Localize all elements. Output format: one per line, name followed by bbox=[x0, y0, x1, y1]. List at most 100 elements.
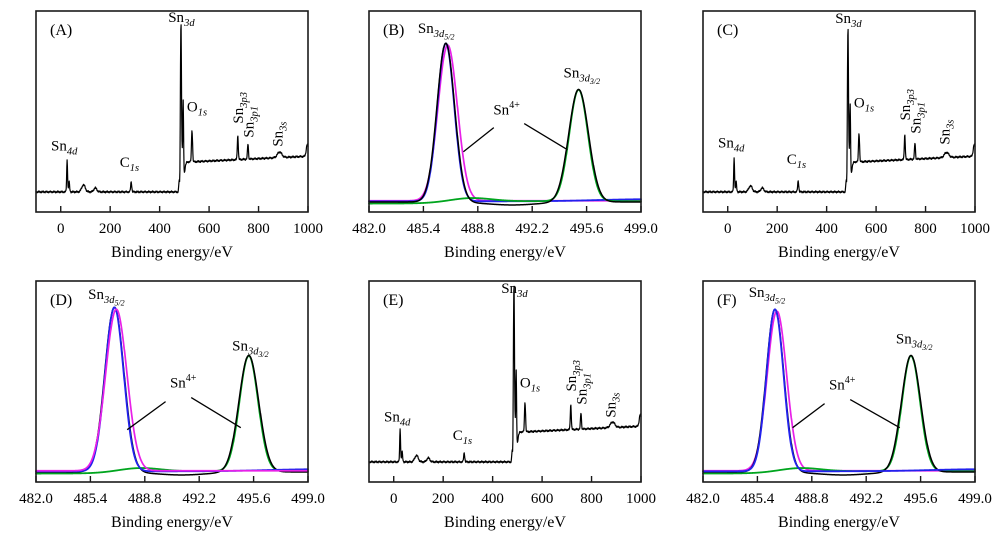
x-tick-label: 485.4 bbox=[740, 491, 774, 507]
x-tick-label: 495.6 bbox=[903, 491, 937, 507]
fit-curve-sn3d52-magenta bbox=[35, 308, 309, 472]
sn4plus-leader-line bbox=[849, 399, 900, 429]
xps-panel-a: 0 200 400 600 800 1000 Binding energy/eV (A) Sn4… bbox=[0, 0, 333, 270]
label-sn3p3: Sn3p3 bbox=[897, 89, 916, 121]
x-tick-label: 1000 bbox=[293, 221, 323, 237]
x-axis-label: Binding energy/eV bbox=[444, 244, 566, 261]
label-sn3d32: Sn3d3/2 bbox=[896, 331, 933, 352]
plot-border bbox=[701, 280, 976, 483]
x-axis-label: Binding energy/eV bbox=[111, 244, 233, 261]
xps-panel-d: 482.0 485.4 488.8 492.2 495.6 499.0 Binding en… bbox=[0, 270, 333, 540]
x-tick-label: 495.6 bbox=[570, 221, 604, 237]
x-tick-label: 482.0 bbox=[352, 221, 386, 237]
sn4plus-leader-line bbox=[524, 123, 569, 151]
label-sn3p3: Sn3p3 bbox=[564, 360, 583, 392]
fit-curve-sn3d52-blue bbox=[701, 308, 976, 473]
label-c1s: C1s bbox=[786, 152, 805, 171]
label-sn4plus: Sn4+ bbox=[494, 100, 521, 118]
x-tick-label: 200 bbox=[766, 221, 789, 237]
x-tick-label: 200 bbox=[99, 221, 122, 237]
label-sn3d: Sn3d bbox=[835, 11, 862, 30]
label-sn3d32: Sn3d3/2 bbox=[564, 65, 601, 86]
x-tick-label: 0 bbox=[57, 221, 65, 237]
sn4plus-leader-line bbox=[463, 127, 495, 153]
label-sn3s: Sn3s bbox=[604, 392, 623, 417]
x-tick-label: 800 bbox=[914, 221, 937, 237]
fit-curve-sn3d32-green bbox=[701, 354, 976, 475]
survey-spectrum-curve bbox=[702, 28, 976, 194]
x-tick-label: 492.2 bbox=[516, 221, 550, 237]
label-sn3d: Sn3d bbox=[502, 281, 529, 300]
panel-canvas-c: 0 200 400 600 800 1000 Binding energy/eV (C) Sn4… bbox=[701, 10, 990, 261]
survey-spectrum-curve bbox=[35, 24, 309, 194]
panel-canvas-f: 482.0 485.4 488.8 492.2 495.6 499.0 Binding en… bbox=[686, 280, 992, 531]
x-tick-label: 488.8 bbox=[795, 491, 829, 507]
panel-letter: (C) bbox=[717, 22, 738, 39]
panel-canvas-e: 0 200 400 600 800 1000 Binding energy/eV (E) Sn4… bbox=[368, 280, 656, 531]
x-tick-label: 600 bbox=[531, 491, 554, 507]
label-sn3p1: Sn3p1 bbox=[575, 373, 594, 405]
x-tick-label: 492.2 bbox=[182, 491, 216, 507]
x-tick-label: 800 bbox=[247, 221, 270, 237]
x-tick-label: 499.0 bbox=[291, 491, 325, 507]
label-sn4plus: Sn4+ bbox=[829, 375, 856, 393]
x-tick-label: 400 bbox=[815, 221, 838, 237]
x-tick-label: 488.8 bbox=[128, 491, 162, 507]
x-tick-label: 800 bbox=[581, 491, 604, 507]
panel-letter: (A) bbox=[50, 22, 72, 39]
label-sn3d52: Sn3d5/2 bbox=[418, 21, 455, 42]
label-sn3p3: Sn3p3 bbox=[231, 92, 250, 124]
panel-letter: (D) bbox=[50, 292, 72, 309]
x-tick-label: 499.0 bbox=[958, 491, 992, 507]
fit-curve-sn3d32-green bbox=[368, 88, 643, 205]
label-o1s: O1s bbox=[854, 95, 874, 114]
label-sn3d32: Sn3d3/2 bbox=[232, 338, 269, 359]
x-tick-label: 488.8 bbox=[461, 221, 495, 237]
x-tick-label: 495.6 bbox=[237, 491, 271, 507]
fit-curve-sn3d52-magenta bbox=[368, 44, 643, 202]
label-sn4d: Sn4d bbox=[718, 136, 745, 155]
label-sn3d: Sn3d bbox=[168, 10, 195, 29]
plot-border bbox=[701, 10, 976, 213]
panel-canvas-a: 0 200 400 600 800 1000 Binding energy/eV (A) Sn4… bbox=[35, 10, 323, 261]
xps-panel-c: 0 200 400 600 800 1000 Binding energy/eV (C) Sn4… bbox=[667, 0, 1000, 270]
panel-letter: (B) bbox=[383, 22, 404, 39]
x-tick-label: 0 bbox=[724, 221, 732, 237]
x-tick-label: 499.0 bbox=[624, 221, 658, 237]
x-tick-label: 492.2 bbox=[849, 491, 883, 507]
x-tick-label: 485.4 bbox=[407, 221, 441, 237]
x-tick-label: 1000 bbox=[626, 491, 656, 507]
label-sn3p1: Sn3p1 bbox=[908, 102, 927, 134]
panel-canvas-d: 482.0 485.4 488.8 492.2 495.6 499.0 Binding en… bbox=[19, 280, 325, 531]
label-sn3s: Sn3s bbox=[937, 119, 956, 144]
x-tick-label: 400 bbox=[482, 491, 505, 507]
label-sn3s: Sn3s bbox=[271, 121, 290, 146]
x-tick-label: 0 bbox=[390, 491, 398, 507]
panel-letter: (F) bbox=[717, 292, 737, 309]
envelope-curve bbox=[368, 42, 643, 206]
sn4plus-leader-line bbox=[126, 401, 166, 431]
plot-border bbox=[35, 10, 309, 213]
label-sn3p1: Sn3p1 bbox=[242, 106, 261, 138]
label-c1s: C1s bbox=[120, 155, 139, 174]
x-tick-label: 485.4 bbox=[74, 491, 108, 507]
xps-panel-b: 482.0 485.4 488.8 492.2 495.6 499.0 Binding en… bbox=[333, 0, 666, 270]
label-c1s: C1s bbox=[453, 428, 472, 447]
label-sn4d: Sn4d bbox=[51, 139, 78, 158]
x-tick-label: 600 bbox=[864, 221, 887, 237]
label-o1s: O1s bbox=[187, 100, 207, 119]
label-sn4d: Sn4d bbox=[384, 410, 411, 429]
survey-spectrum-curve bbox=[368, 285, 642, 464]
panel-canvas-b: 482.0 485.4 488.8 492.2 495.6 499.0 Binding en… bbox=[352, 10, 658, 261]
fit-curve-sn3d52-blue bbox=[368, 42, 643, 203]
x-tick-label: 200 bbox=[432, 491, 455, 507]
x-tick-label: 482.0 bbox=[686, 491, 720, 507]
x-axis-label: Binding energy/eV bbox=[111, 514, 233, 531]
sn4plus-leader-line bbox=[190, 397, 242, 429]
label-sn3d52: Sn3d5/2 bbox=[88, 287, 125, 308]
x-tick-label: 400 bbox=[148, 221, 171, 237]
x-axis-label: Binding energy/eV bbox=[778, 244, 900, 261]
plot-border bbox=[35, 280, 309, 483]
x-tick-label: 482.0 bbox=[19, 491, 53, 507]
x-axis-label: Binding energy/eV bbox=[444, 514, 566, 531]
